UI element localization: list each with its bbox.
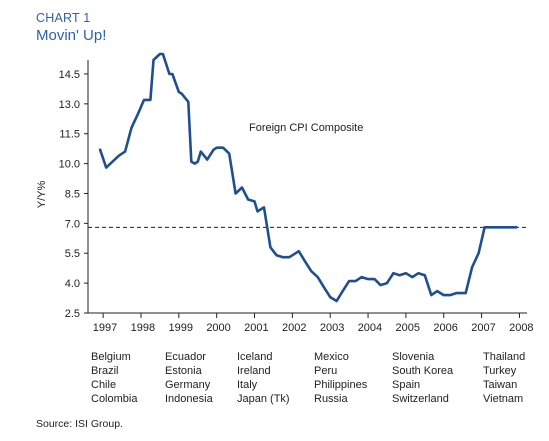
country-name: Brazil [91, 365, 119, 377]
country-name: Ireland [237, 365, 271, 377]
x-tick-label: 2007 [471, 322, 495, 334]
x-tick-label: 2003 [320, 322, 344, 334]
country-name: Spain [392, 379, 421, 391]
country-group: Thailand Turkey Taiwan Vietnam [483, 350, 525, 406]
country-group: Iceland Ireland Italy Japan (Tk) [237, 350, 290, 406]
country-name: Ecuador [165, 351, 206, 363]
chart-title: Movin' Up! [36, 27, 107, 44]
country-name: Italy [237, 379, 258, 391]
x-tick-label: 1998 [131, 322, 155, 334]
source-note: Source: ISI Group. [36, 418, 123, 430]
country-group: Ecuador Estonia Germany Indonesia [165, 350, 213, 406]
x-tick-label: 2005 [396, 322, 420, 334]
y-tick-label: 4.0 [65, 278, 80, 290]
y-tick-label: 8.5 [65, 188, 80, 200]
country-name: Estonia [165, 365, 202, 377]
chart-label: CHART 1 [36, 11, 91, 25]
chart-header: CHART 1 Movin' Up! [36, 10, 106, 45]
y-tick-label: 14.5 [59, 69, 80, 81]
country-name: Switzerland [392, 393, 449, 405]
x-tick-label: 2006 [433, 322, 457, 334]
x-tick-label: 2004 [358, 322, 382, 334]
x-tick-label: 1999 [168, 322, 192, 334]
y-tick-label: 2.5 [65, 308, 80, 320]
country-group: Belgium Brazil Chile Colombia [91, 350, 137, 406]
country-group: Mexico Peru Philippines Russia [314, 350, 367, 406]
country-name: Mexico [314, 351, 349, 363]
y-tick-label: 11.5 [59, 129, 80, 141]
country-name: Belgium [91, 351, 131, 363]
y-axis-label: Y/Y% [36, 181, 48, 209]
x-tick-label: 1997 [93, 322, 117, 334]
country-name: Vietnam [483, 393, 524, 405]
y-tick-label: 13.0 [59, 99, 80, 111]
x-tick-label: 2000 [206, 322, 230, 334]
country-group: Slovenia South Korea Spain Switzerland [392, 350, 453, 406]
country-name: Slovenia [392, 351, 435, 363]
country-name: Colombia [91, 393, 138, 405]
country-name: Peru [314, 365, 338, 377]
country-name: Taiwan [483, 379, 518, 391]
x-tick-label: 2008 [509, 322, 533, 334]
country-name: Turkey [483, 365, 517, 377]
country-name: Thailand [483, 351, 526, 363]
country-name: Russia [314, 393, 348, 405]
y-tick-label: 7.0 [65, 218, 80, 230]
country-name: South Korea [392, 365, 454, 377]
series-line-foreign-cpi [98, 52, 518, 303]
series-annotation: Foreign CPI Composite [249, 122, 363, 134]
y-tick-label: 5.5 [65, 248, 80, 260]
country-name: Germany [165, 379, 211, 391]
x-tick-label: 2001 [244, 322, 268, 334]
y-tick-label: 10.0 [59, 159, 80, 171]
country-name: Iceland [237, 351, 273, 363]
country-name: Japan (Tk) [237, 393, 290, 405]
country-name: Indonesia [165, 393, 213, 405]
country-name: Philippines [314, 379, 368, 391]
country-name: Chile [91, 379, 117, 391]
x-tick-label: 2002 [282, 322, 306, 334]
